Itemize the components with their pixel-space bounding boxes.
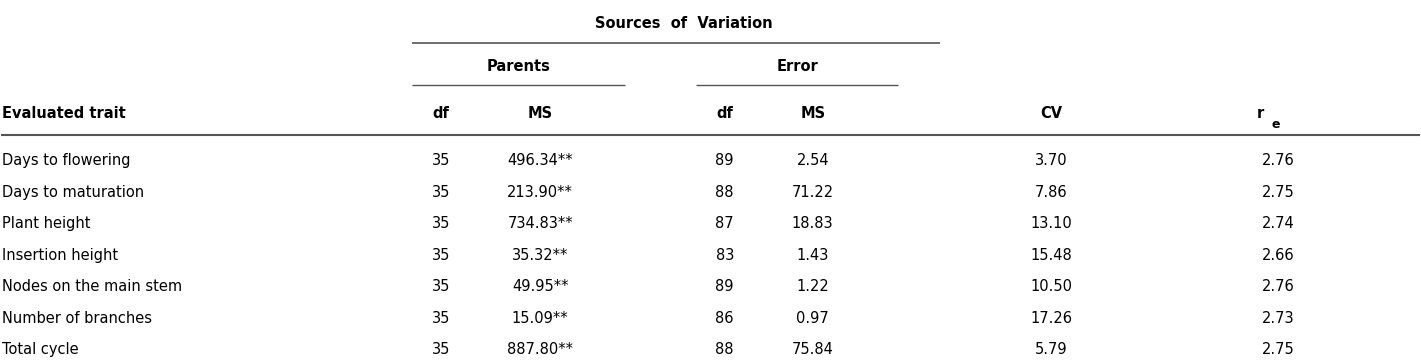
Text: 17.26: 17.26 <box>1030 311 1073 326</box>
Text: 35: 35 <box>432 185 450 200</box>
Text: 75.84: 75.84 <box>791 342 834 357</box>
Text: 0.97: 0.97 <box>796 311 828 326</box>
Text: 2.73: 2.73 <box>1262 311 1295 326</box>
Text: Number of branches: Number of branches <box>1 311 152 326</box>
Text: 7.86: 7.86 <box>1034 185 1067 200</box>
Text: 89: 89 <box>715 153 733 168</box>
Text: 35: 35 <box>432 153 450 168</box>
Text: 213.90**: 213.90** <box>507 185 573 200</box>
Text: 5.79: 5.79 <box>1034 342 1067 357</box>
Text: 87: 87 <box>715 216 735 231</box>
Text: 2.75: 2.75 <box>1262 185 1295 200</box>
Text: 88: 88 <box>715 185 733 200</box>
Text: CV: CV <box>1040 106 1063 121</box>
Text: df: df <box>432 106 449 121</box>
Text: 89: 89 <box>715 279 733 294</box>
Text: Evaluated trait: Evaluated trait <box>1 106 126 121</box>
Text: 13.10: 13.10 <box>1030 216 1071 231</box>
Text: 887.80**: 887.80** <box>507 342 573 357</box>
Text: 88: 88 <box>715 342 733 357</box>
Text: Nodes on the main stem: Nodes on the main stem <box>1 279 182 294</box>
Text: 496.34**: 496.34** <box>507 153 573 168</box>
Text: Plant height: Plant height <box>1 216 91 231</box>
Text: 2.76: 2.76 <box>1262 279 1295 294</box>
Text: Days to flowering: Days to flowering <box>1 153 131 168</box>
Text: 35: 35 <box>432 279 450 294</box>
Text: Error: Error <box>776 58 818 73</box>
Text: e: e <box>1272 118 1280 131</box>
Text: 83: 83 <box>716 248 733 263</box>
Text: 2.76: 2.76 <box>1262 153 1295 168</box>
Text: 35: 35 <box>432 216 450 231</box>
Text: 35: 35 <box>432 342 450 357</box>
Text: 18.83: 18.83 <box>791 216 834 231</box>
Text: Days to maturation: Days to maturation <box>1 185 145 200</box>
Text: Total cycle: Total cycle <box>1 342 78 357</box>
Text: 35: 35 <box>432 248 450 263</box>
Text: df: df <box>716 106 733 121</box>
Text: 2.66: 2.66 <box>1262 248 1295 263</box>
Text: 35: 35 <box>432 311 450 326</box>
Text: 2.74: 2.74 <box>1262 216 1295 231</box>
Text: MS: MS <box>527 106 553 121</box>
Text: r: r <box>1258 106 1265 121</box>
Text: 86: 86 <box>715 311 733 326</box>
Text: Parents: Parents <box>487 58 551 73</box>
Text: 15.09**: 15.09** <box>512 311 568 326</box>
Text: 1.43: 1.43 <box>797 248 828 263</box>
Text: 3.70: 3.70 <box>1034 153 1067 168</box>
Text: 2.54: 2.54 <box>796 153 828 168</box>
Text: 71.22: 71.22 <box>791 185 834 200</box>
Text: Insertion height: Insertion height <box>1 248 118 263</box>
Text: Sources  of  Variation: Sources of Variation <box>595 16 773 32</box>
Text: 35.32**: 35.32** <box>512 248 568 263</box>
Text: 1.22: 1.22 <box>796 279 828 294</box>
Text: MS: MS <box>800 106 826 121</box>
Text: 15.48: 15.48 <box>1030 248 1071 263</box>
Text: 2.75: 2.75 <box>1262 342 1295 357</box>
Text: 734.83**: 734.83** <box>507 216 573 231</box>
Text: 49.95**: 49.95** <box>512 279 568 294</box>
Text: 10.50: 10.50 <box>1030 279 1073 294</box>
